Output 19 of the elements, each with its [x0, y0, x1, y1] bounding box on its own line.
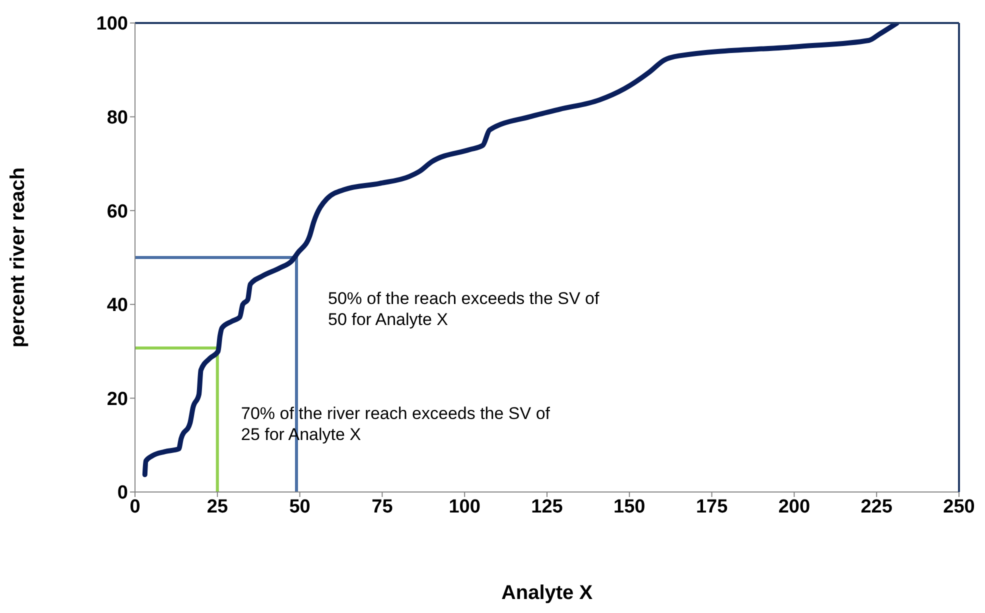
x-tick-label: 175 — [696, 496, 728, 518]
x-tick-label: 225 — [860, 496, 893, 518]
y-axis-title: percent river reach — [7, 167, 29, 348]
x-tick-label: 75 — [372, 496, 394, 518]
x-tick-label: 150 — [614, 496, 646, 518]
x-tick-label: 125 — [531, 496, 564, 518]
y-tick-label: 80 — [106, 108, 128, 129]
x-tick-label: 200 — [778, 496, 810, 518]
x-tick-label: 50 — [289, 496, 310, 518]
x-axis-title: Analyte X — [501, 582, 594, 604]
y-tick-label: 20 — [106, 388, 128, 410]
y-tick-label: 60 — [106, 201, 128, 222]
x-tick-label: 100 — [448, 496, 480, 518]
annotation: 50% of the reach exceeds the SV of 50 for Analyte X — [328, 288, 600, 330]
x-tick-label: 25 — [206, 496, 228, 518]
y-tick-label: 0 — [117, 482, 128, 504]
y-tick-label: 40 — [106, 295, 128, 316]
y-tick-label: 100 — [96, 14, 128, 35]
x-tick-label: 250 — [943, 496, 975, 518]
